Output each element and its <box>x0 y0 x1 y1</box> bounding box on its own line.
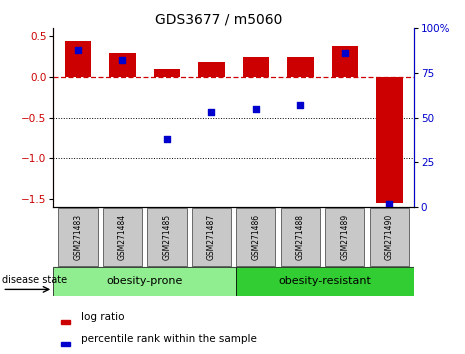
FancyBboxPatch shape <box>147 208 186 266</box>
Text: GDS3677 / m5060: GDS3677 / m5060 <box>155 12 282 27</box>
Point <box>341 51 349 56</box>
Bar <box>243 57 269 77</box>
Text: log ratio: log ratio <box>81 312 124 322</box>
FancyBboxPatch shape <box>281 208 320 266</box>
Bar <box>376 77 403 203</box>
Text: obesity-resistant: obesity-resistant <box>279 276 372 286</box>
Text: disease state: disease state <box>2 275 67 285</box>
FancyBboxPatch shape <box>236 208 275 266</box>
Text: GSM271483: GSM271483 <box>73 214 82 260</box>
Bar <box>153 69 180 77</box>
Text: GSM271486: GSM271486 <box>252 214 260 260</box>
Bar <box>65 40 91 77</box>
Text: percentile rank within the sample: percentile rank within the sample <box>81 335 257 344</box>
Point <box>163 136 171 142</box>
Point <box>208 109 215 115</box>
Text: GSM271490: GSM271490 <box>385 214 394 260</box>
FancyBboxPatch shape <box>326 208 365 266</box>
Point <box>74 47 82 53</box>
FancyBboxPatch shape <box>236 267 414 296</box>
Point <box>252 106 259 112</box>
FancyBboxPatch shape <box>53 267 236 296</box>
Text: GSM271487: GSM271487 <box>207 214 216 260</box>
FancyBboxPatch shape <box>192 208 231 266</box>
FancyBboxPatch shape <box>59 208 98 266</box>
Bar <box>198 62 225 77</box>
Bar <box>61 320 70 324</box>
Point <box>297 102 304 108</box>
Text: GSM271489: GSM271489 <box>340 214 349 260</box>
FancyBboxPatch shape <box>103 208 142 266</box>
Point <box>119 58 126 63</box>
Bar <box>332 46 358 77</box>
Text: GSM271485: GSM271485 <box>162 214 172 260</box>
Bar <box>109 53 136 77</box>
FancyBboxPatch shape <box>370 208 409 266</box>
Point <box>385 201 393 206</box>
Text: GSM271484: GSM271484 <box>118 214 127 260</box>
Bar <box>287 57 314 77</box>
Bar <box>61 342 70 346</box>
Text: GSM271488: GSM271488 <box>296 214 305 260</box>
Text: obesity-prone: obesity-prone <box>106 276 183 286</box>
